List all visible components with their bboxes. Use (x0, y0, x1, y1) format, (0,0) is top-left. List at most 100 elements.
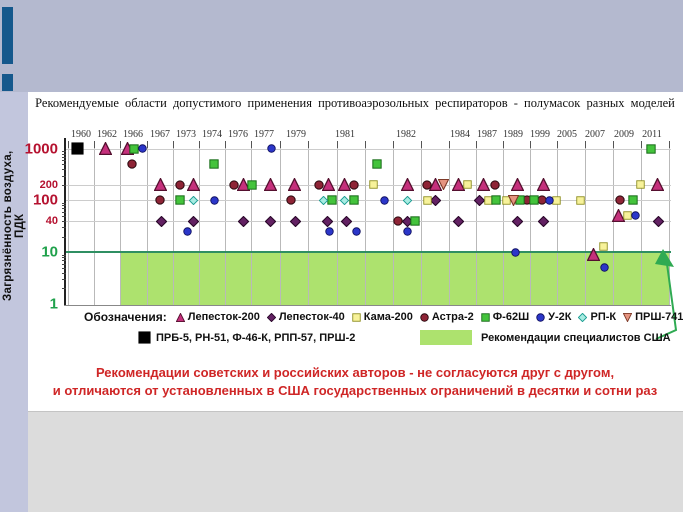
gridline-vertical (641, 141, 642, 305)
left-strip (0, 92, 28, 512)
x-axis-tick (393, 141, 394, 148)
y-axis-minor-tick (62, 205, 66, 207)
data-point (187, 215, 199, 227)
data-point (630, 211, 640, 221)
y-axis-tick-label: 10 (41, 243, 58, 261)
data-point (450, 177, 466, 192)
gridline-horizontal (66, 148, 671, 150)
legend-item-label: ПРШ-741 (635, 311, 683, 323)
x-axis-year-label: 1987 (477, 129, 497, 140)
y-axis-minor-tick (62, 263, 66, 265)
data-point (490, 180, 500, 190)
us-zone-swatch (420, 330, 472, 345)
x-axis-tick (280, 141, 281, 148)
legend: Обозначения: Лепесток-200 Лепесток-40 Кама… (84, 310, 683, 324)
legend-item-label: Кама-200 (363, 311, 413, 323)
x-axis-tick (225, 141, 226, 148)
x-axis-year-label: 2007 (585, 129, 605, 140)
gridline-vertical (449, 141, 450, 305)
x-axis-year-label: 2011 (642, 129, 662, 140)
gridline-vertical (147, 141, 148, 305)
y-axis-minor-tick (62, 208, 66, 210)
legend-item-label: Астра-2 (431, 311, 474, 323)
x-axis-year-label: 1982 (396, 129, 416, 140)
x-axis-tick (641, 141, 642, 148)
legend-item: Лепесток-40 (266, 311, 345, 323)
us-zone (120, 252, 670, 305)
data-point (209, 196, 219, 205)
x-axis-tick (421, 141, 422, 148)
data-point (289, 215, 301, 227)
gridline-vertical (669, 141, 670, 305)
data-point (537, 215, 549, 227)
x-axis-year-label: 1999 (530, 129, 550, 140)
x-axis-year-label: 1984 (450, 129, 470, 140)
x-axis-year-label: 1967 (150, 129, 170, 140)
data-point (286, 195, 296, 206)
legend-item-label: Ф-62Ш (492, 311, 530, 323)
gridline-vertical (393, 141, 394, 305)
data-point (491, 195, 501, 206)
data-point (507, 194, 519, 207)
x-axis-tick (94, 141, 95, 148)
x-axis-year-label: 1977 (254, 129, 274, 140)
x-axis-year-label: 1966 (123, 129, 143, 140)
data-point (324, 227, 334, 236)
data-point (535, 177, 551, 192)
data-point (237, 215, 249, 227)
gridline-vertical (476, 141, 477, 305)
data-point (314, 180, 324, 190)
x-axis-tick (530, 141, 531, 148)
data-point (351, 227, 361, 236)
y-axis-minor-tick (62, 260, 66, 262)
data-point (336, 177, 352, 192)
gridline-vertical (68, 141, 69, 305)
data-point (646, 143, 656, 154)
gridline-vertical (120, 141, 121, 305)
data-point (188, 195, 198, 206)
gridline-vertical (251, 141, 252, 305)
legend-item: ПРШ-741 (623, 311, 683, 323)
y-axis-minor-tick (62, 236, 66, 238)
gridline-vertical (308, 141, 309, 305)
data-point (70, 142, 84, 155)
x-axis-tick (120, 141, 121, 148)
gridline-vertical (585, 141, 586, 305)
data-point (402, 227, 412, 236)
data-point (529, 195, 539, 206)
legend-item-prb: ПРБ-5, РН-51, Ф-46-К, РПП-57, ПРШ-2 (138, 331, 355, 344)
legend-heading: Обозначения: (84, 310, 167, 324)
y-axis-minor-tick (62, 202, 66, 204)
data-point (427, 177, 443, 192)
x-axis-tick (337, 141, 338, 148)
legend-item: У-2К (536, 311, 571, 323)
y-axis-minor-tick (62, 150, 66, 152)
top-band (0, 0, 683, 92)
data-point (175, 195, 185, 206)
data-point (155, 195, 165, 206)
data-point (182, 227, 192, 236)
x-axis-tick (68, 141, 69, 148)
legend-item: РП-К (578, 311, 616, 323)
x-axis-tick (585, 141, 586, 148)
data-point (652, 215, 664, 227)
data-point (379, 196, 389, 205)
data-point (509, 177, 525, 192)
y-axis-minor-tick (62, 215, 66, 217)
data-point (368, 180, 378, 189)
x-axis-tick (173, 141, 174, 148)
y-axis-minor-tick (62, 221, 66, 222)
data-point (473, 194, 485, 207)
y-axis-tick-label: 200 (39, 178, 58, 191)
gridline-horizontal (66, 221, 671, 222)
x-axis-tick (449, 141, 450, 148)
data-point (501, 196, 511, 205)
data-point (410, 216, 420, 226)
x-axis-tick (199, 141, 200, 148)
gridline-vertical (557, 141, 558, 305)
x-axis-tick (365, 141, 366, 148)
data-point (510, 247, 520, 257)
data-point (635, 180, 645, 189)
data-point (137, 144, 147, 153)
